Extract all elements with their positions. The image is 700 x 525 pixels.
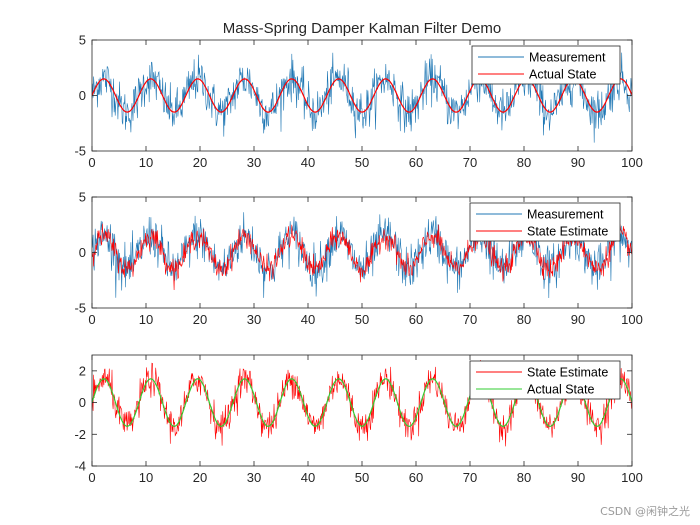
x-tick-label: 20 [193,155,207,170]
axes-measurement-vs-actual: 0 10 20 30 40 50 60 70 80 90 100-505MeasurementAct… [74,33,642,171]
x-tick-label: 50 [355,470,369,485]
x-tick-label: 100 [621,312,643,327]
y-tick-label: 5 [79,190,86,205]
x-tick-label: 40 [301,155,315,170]
series-line-measurement [92,52,632,143]
legend: Measurement State Estimate [469,202,621,242]
legend-box [471,45,621,85]
axes-measurement-vs-estimate: 0 10 20 30 40 50 60 70 80 90 100-505MeasurementSta… [74,190,642,328]
y-tick-label: -4 [74,459,86,474]
x-tick-label: 30 [247,155,261,170]
y-tick-label: 0 [79,88,86,103]
legend-label: State Estimate [527,225,608,239]
figure-title: Mass-Spring Damper Kalman Filter Demo [223,20,501,37]
x-tick-label: 10 [139,155,153,170]
y-tick-label: 0 [79,245,86,260]
series-line-state-estimate [92,223,632,291]
legend: Measurement Actual State [471,45,621,85]
x-tick-label: 70 [463,312,477,327]
x-tick-label: 50 [355,155,369,170]
legend-box [469,360,621,400]
x-tick-label: 40 [301,312,315,327]
x-tick-label: 0 [88,470,95,485]
y-tick-label: -5 [74,301,86,316]
series-line-state-estimate [92,359,632,447]
x-tick-label: 20 [193,312,207,327]
legend-label: State Estimate [527,366,608,380]
y-tick-label: -2 [74,427,86,442]
x-tick-label: 30 [247,470,261,485]
x-tick-label: 90 [571,155,585,170]
x-tick-label: 50 [355,312,369,327]
x-tick-label: 70 [463,470,477,485]
series-line-actual-state [92,78,632,113]
watermark-text: CSDN @闲钟之光 [600,505,690,518]
x-tick-label: 20 [193,470,207,485]
x-tick-label: 60 [409,155,423,170]
x-tick-label: 100 [621,470,643,485]
x-tick-label: 60 [409,312,423,327]
axes-estimate-vs-actual: 0 10 20 30 40 50 60 70 80 90 100 -4 -2 0 2 State Estima… [74,354,643,485]
x-tick-label: 10 [139,312,153,327]
series-line-actual-state [92,378,632,428]
legend-label: Measurement [527,208,604,222]
legend-label: Measurement [529,51,606,65]
x-tick-label: 100 [621,155,643,170]
x-tick-label: 40 [301,470,315,485]
legend: State Estimate Actual State [469,360,621,400]
x-tick-label: 80 [517,312,531,327]
legend-box [469,202,621,242]
legend-label: Actual State [529,68,596,82]
y-tick-label: 2 [79,363,86,378]
x-tick-label: 90 [571,470,585,485]
y-tick-label: -5 [74,144,86,159]
y-tick-label: 5 [79,33,86,48]
x-tick-label: 90 [571,312,585,327]
x-tick-label: 70 [463,155,477,170]
y-tick-label: 0 [79,395,86,410]
x-tick-label: 0 [88,155,95,170]
x-tick-label: 60 [409,470,423,485]
legend-label: Actual State [527,383,594,397]
x-tick-label: 80 [517,155,531,170]
x-tick-label: 10 [139,470,153,485]
x-tick-label: 80 [517,470,531,485]
x-tick-label: 0 [88,312,95,327]
x-tick-label: 30 [247,312,261,327]
